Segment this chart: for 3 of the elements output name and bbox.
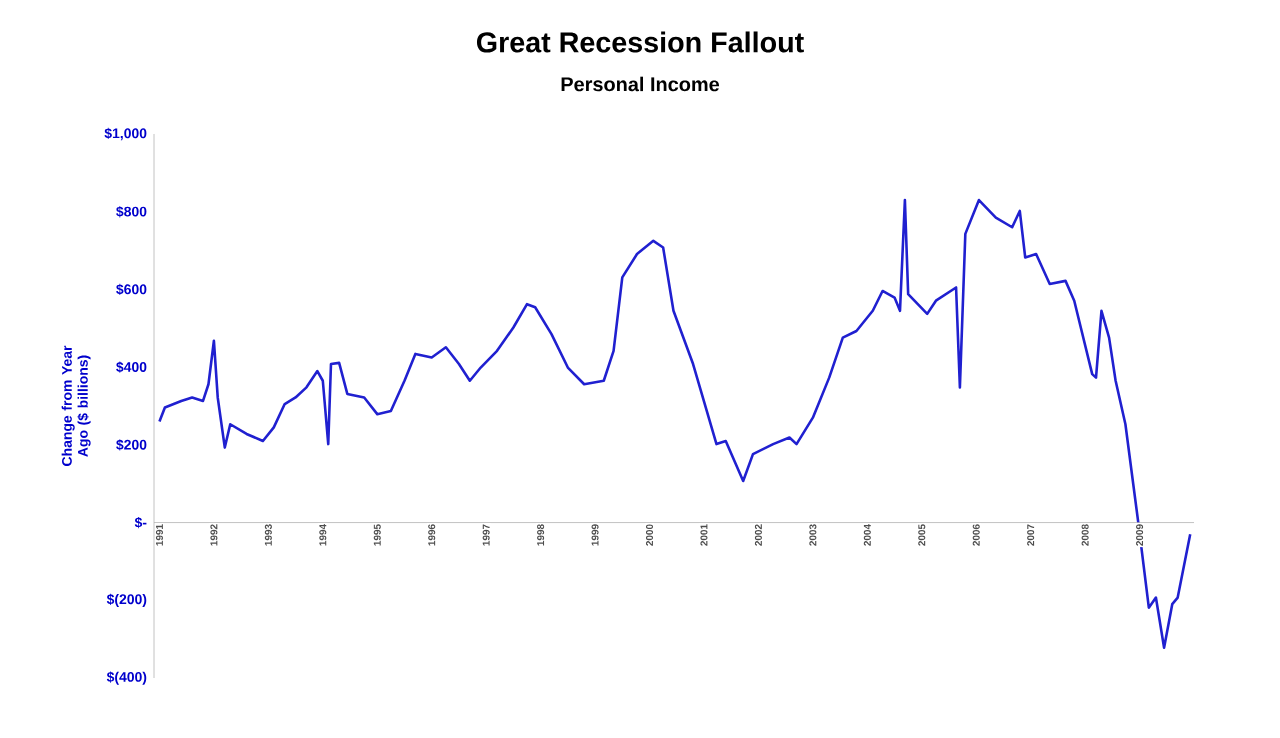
chart-subtitle: Personal Income — [561, 76, 720, 92]
chart-title: Great Recession Fallout — [476, 31, 804, 53]
line-series — [158, 198, 1192, 649]
